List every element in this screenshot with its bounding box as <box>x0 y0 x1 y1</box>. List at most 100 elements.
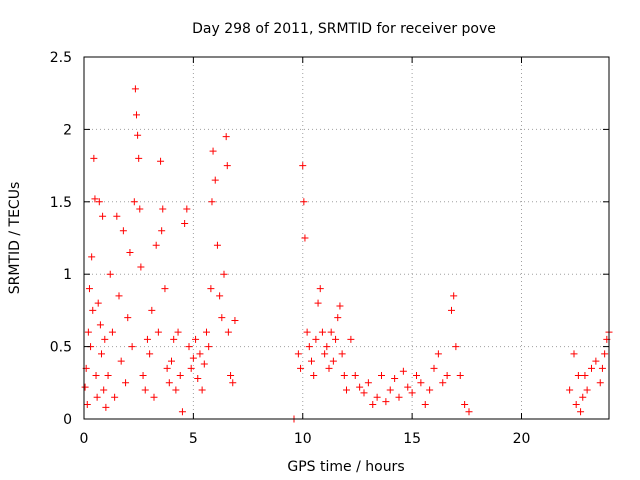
data-point <box>187 364 195 372</box>
data-point <box>218 314 226 322</box>
data-point <box>117 357 125 365</box>
data-point <box>165 379 173 387</box>
data-point <box>137 263 145 271</box>
data-point <box>92 372 100 380</box>
data-point <box>583 386 591 394</box>
data-point <box>343 386 350 394</box>
data-point <box>183 205 191 213</box>
data-point <box>321 350 329 358</box>
data-point <box>323 343 331 351</box>
data-point <box>102 403 110 411</box>
data-point <box>327 328 335 336</box>
data-point <box>588 364 595 372</box>
x-tick-label: 0 <box>80 431 89 447</box>
data-point <box>196 350 204 358</box>
data-point <box>216 292 224 300</box>
data-point <box>122 379 130 387</box>
data-point <box>224 328 232 336</box>
data-point <box>93 393 101 401</box>
data-point <box>134 131 142 139</box>
data-point <box>126 248 134 256</box>
data-point <box>461 401 469 409</box>
data-point <box>172 386 180 394</box>
data-point <box>305 343 313 351</box>
data-point <box>148 306 156 314</box>
data-point <box>100 386 108 394</box>
data-point <box>227 372 235 380</box>
data-point <box>581 372 589 380</box>
data-point <box>158 227 166 235</box>
axis-ticks: 0 5 10 15 20 0 0.5 1 1.5 2 2.5 <box>50 50 609 447</box>
data-point <box>159 205 167 213</box>
data-point <box>592 357 600 365</box>
data-point <box>316 285 324 293</box>
data-point <box>413 372 420 380</box>
data-point <box>161 285 169 293</box>
data-point <box>111 393 119 401</box>
data-point <box>130 198 138 206</box>
data-point <box>198 386 206 394</box>
data-point <box>231 317 239 325</box>
data-point <box>174 328 182 336</box>
data-point <box>395 393 403 401</box>
data-point <box>297 364 305 372</box>
data-point <box>89 306 97 314</box>
data-point <box>369 401 377 409</box>
data-point <box>91 195 99 203</box>
data-point <box>448 306 455 314</box>
data-point <box>391 374 399 382</box>
data-point <box>213 241 221 249</box>
data-point <box>200 360 208 368</box>
data-point <box>356 383 364 391</box>
data-point <box>408 389 416 397</box>
data-point <box>308 357 315 365</box>
data-point <box>572 401 580 409</box>
data-point <box>229 379 237 387</box>
data-point <box>94 299 102 307</box>
data-point <box>456 372 464 380</box>
data-point <box>113 212 121 220</box>
data-point <box>131 85 139 93</box>
data-point <box>294 350 302 358</box>
data-point <box>336 302 344 310</box>
data-point <box>136 205 144 213</box>
data-point <box>178 408 186 416</box>
data-point <box>135 154 143 162</box>
x-tick-label: 10 <box>294 431 312 447</box>
grid-lines <box>84 57 609 419</box>
data-point <box>378 372 385 380</box>
data-point <box>96 321 104 329</box>
data-point <box>347 335 355 343</box>
data-point <box>185 343 193 351</box>
data-point <box>146 350 154 358</box>
data-point <box>338 350 346 358</box>
data-point <box>99 212 107 220</box>
data-point <box>84 328 92 336</box>
data-point <box>168 357 175 365</box>
data-point <box>209 147 217 155</box>
data-point <box>85 285 93 293</box>
data-point <box>382 398 390 406</box>
data-point <box>310 372 318 380</box>
data-point <box>128 343 136 351</box>
data-point <box>426 386 434 394</box>
data-point <box>312 335 320 343</box>
data-point <box>421 401 429 409</box>
data-point <box>115 292 123 300</box>
data-point <box>154 328 162 336</box>
data-point <box>386 386 394 394</box>
data-point <box>601 350 609 358</box>
data-point <box>203 328 210 336</box>
data-point <box>98 350 105 358</box>
data-point <box>430 364 438 372</box>
data-point <box>133 111 140 119</box>
data-point <box>334 314 342 322</box>
data-point <box>452 343 460 351</box>
x-tick-label: 20 <box>513 431 531 447</box>
data-point <box>205 343 213 351</box>
data-point <box>301 234 309 242</box>
data-point <box>450 292 458 300</box>
data-point <box>566 386 574 394</box>
data-point <box>157 157 165 165</box>
data-point <box>417 379 425 387</box>
